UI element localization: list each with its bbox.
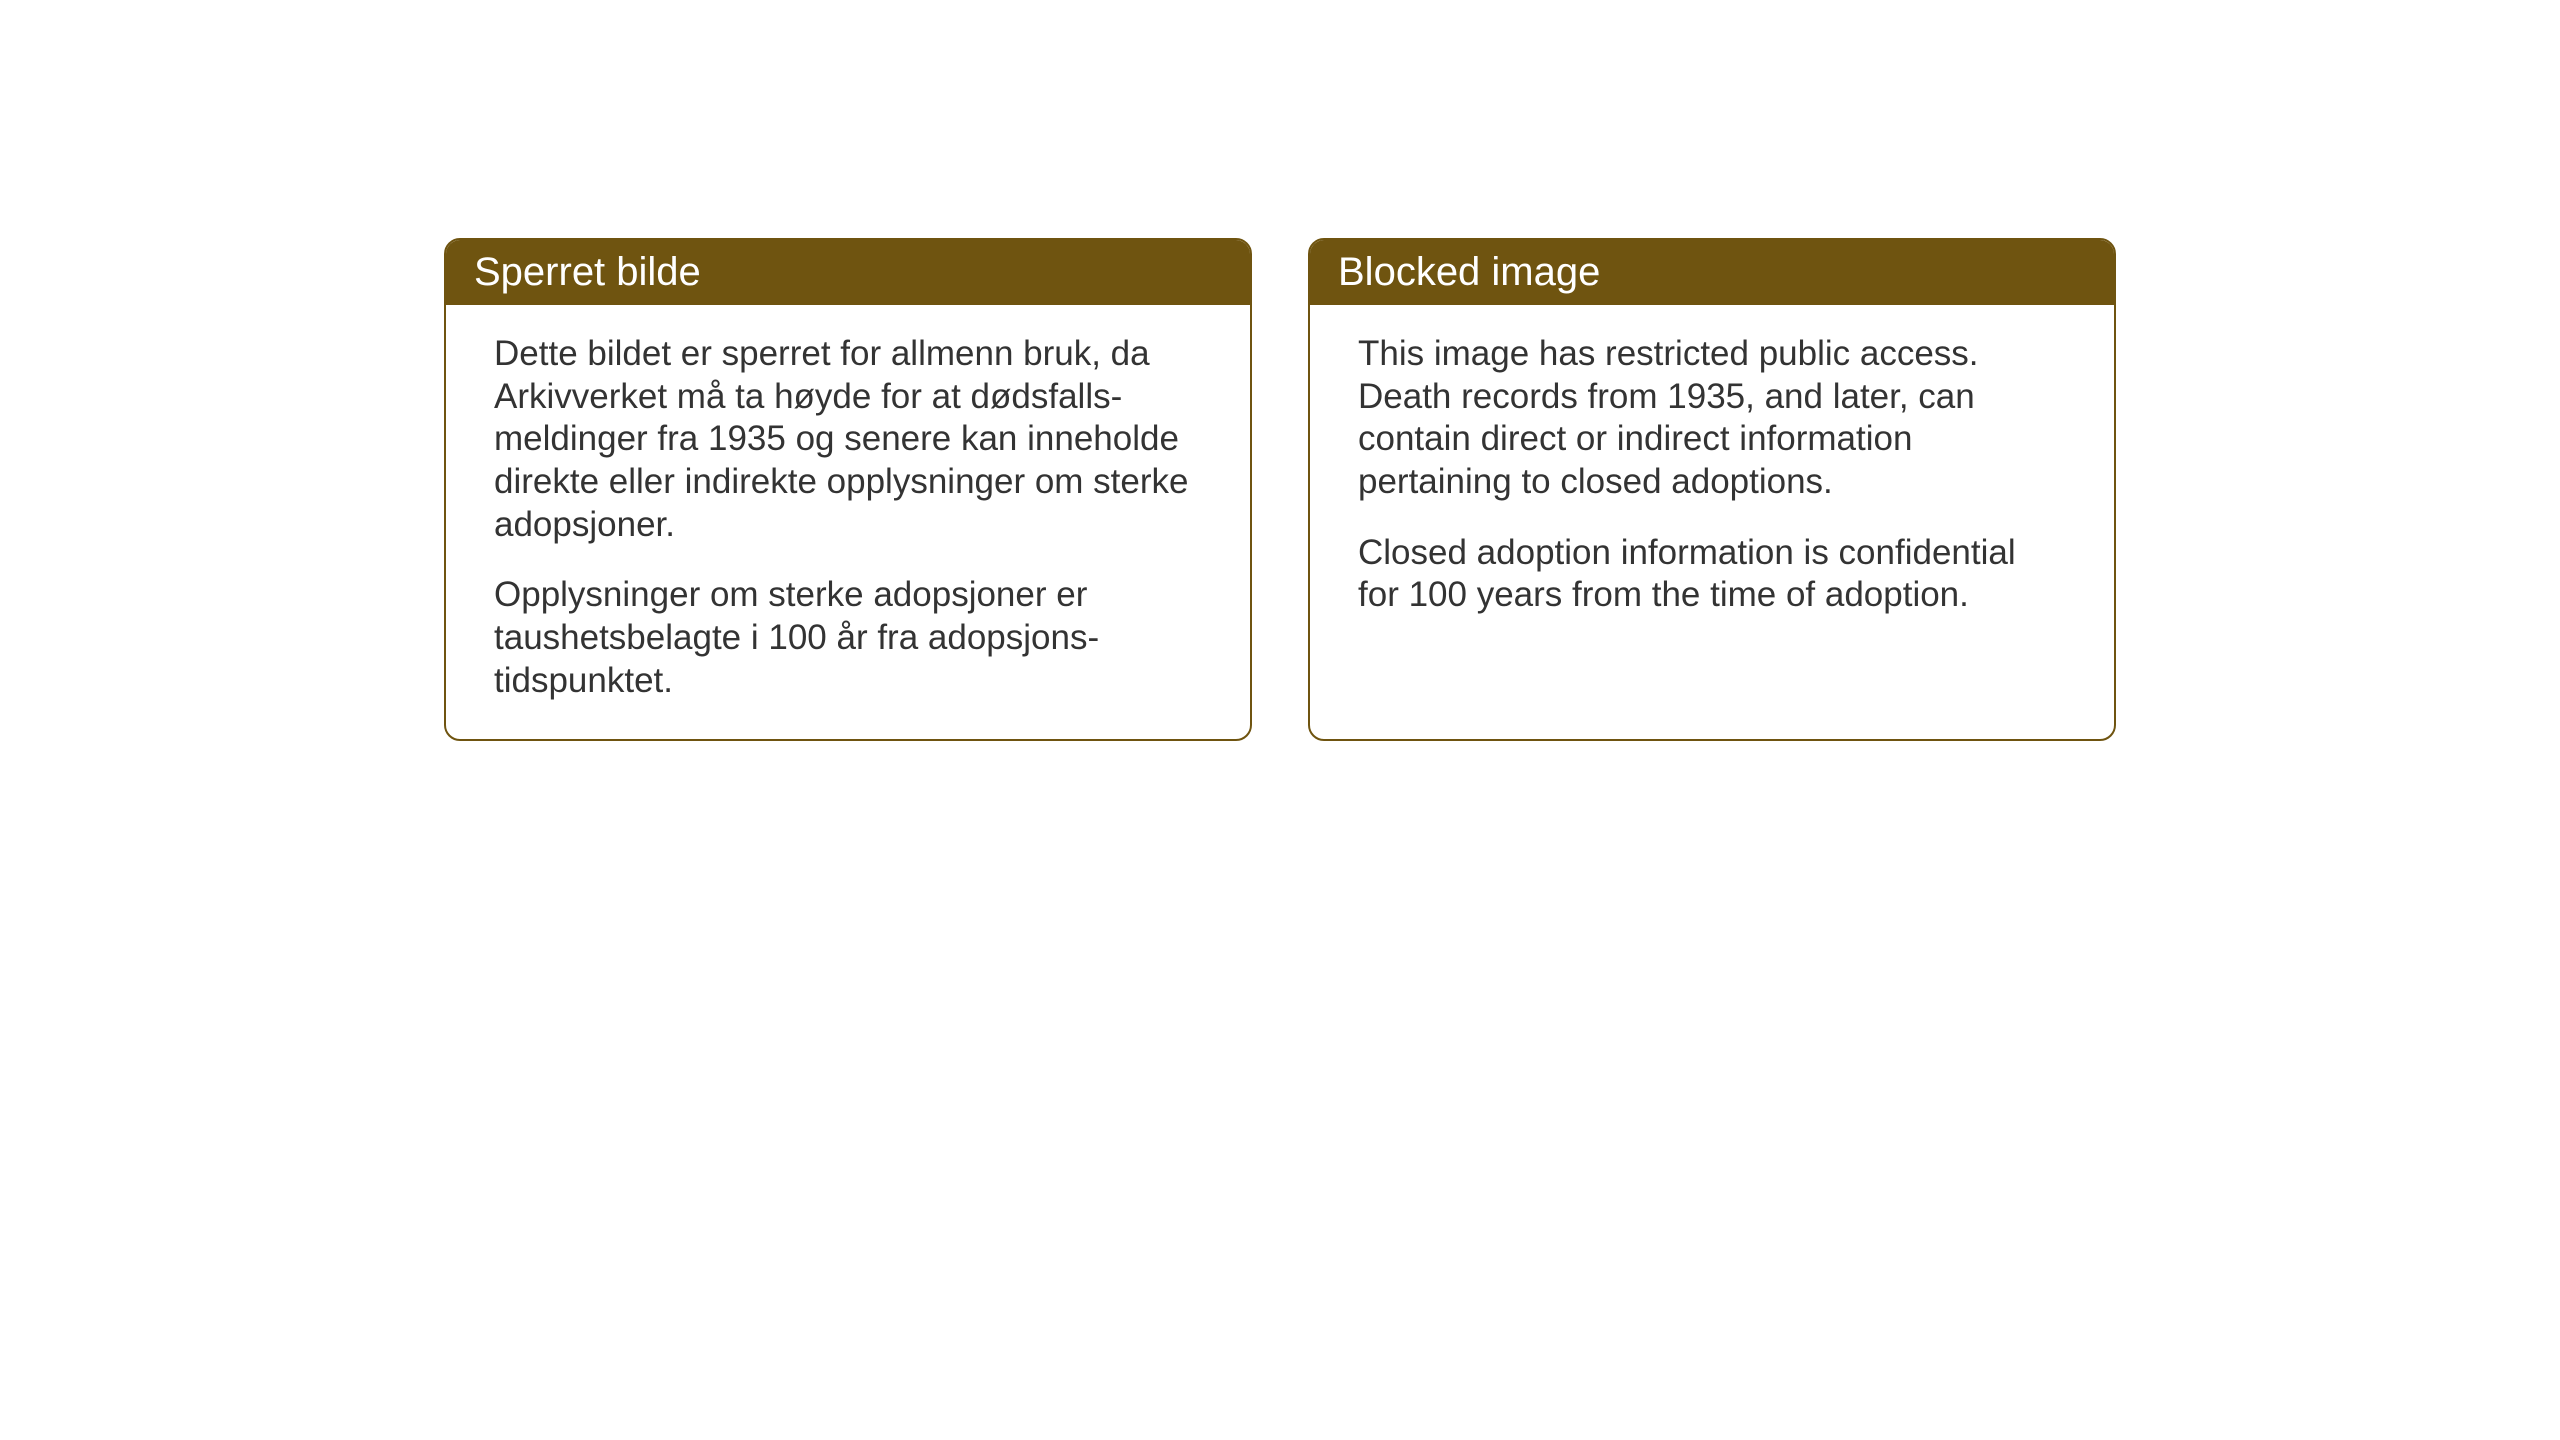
paragraph-norwegian-2: Opplysninger om sterke adopsjoner er tau… [494,574,1202,702]
notice-card-norwegian: Sperret bilde Dette bildet er sperret fo… [444,238,1252,741]
notice-card-english: Blocked image This image has restricted … [1308,238,2116,741]
card-title-norwegian: Sperret bilde [474,250,701,294]
card-header-english: Blocked image [1310,240,2114,305]
notice-container: Sperret bilde Dette bildet er sperret fo… [444,238,2116,741]
card-header-norwegian: Sperret bilde [446,240,1250,305]
card-title-english: Blocked image [1338,250,1600,294]
card-body-norwegian: Dette bildet er sperret for allmenn bruk… [446,305,1250,739]
paragraph-norwegian-1: Dette bildet er sperret for allmenn bruk… [494,333,1202,546]
paragraph-english-1: This image has restricted public access.… [1358,333,2066,504]
card-body-english: This image has restricted public access.… [1310,305,2114,653]
paragraph-english-2: Closed adoption information is confident… [1358,532,2066,617]
